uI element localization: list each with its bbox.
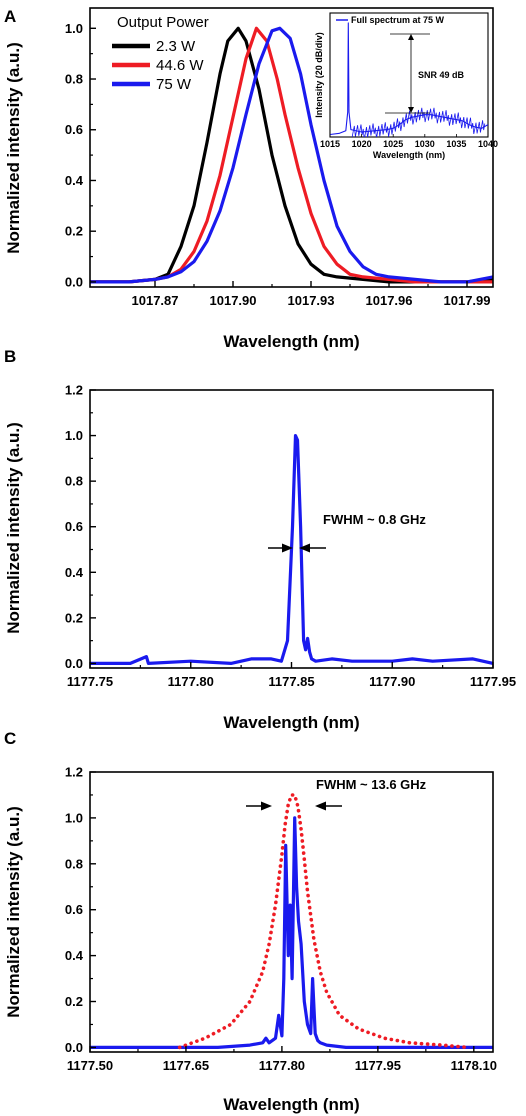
inset-x-tick-label: 1035 [446, 139, 466, 149]
panel-letter: A [4, 7, 16, 26]
x-axis-title: Wavelength (nm) [223, 332, 359, 351]
inset-legend-label: Full spectrum at 75 W [351, 15, 445, 25]
x-tick-label: 1017.99 [444, 293, 491, 308]
plot-frame [89, 7, 494, 288]
x-tick-label: 1177.75 [67, 674, 113, 689]
y-axis-title: Normalized intensity (a.u.) [4, 806, 23, 1018]
legend-label: 2.3 W [156, 38, 196, 55]
chart-panel-b: B 0.0 0.2 0.4 0.6 0.8 1.0 1.2 1177.75 1177.80 1177… [4, 347, 516, 732]
y-tick-label: 1.0 [65, 428, 83, 443]
fwhm-arrow-left-head [261, 801, 272, 811]
y-tick-label: 0.4 [65, 173, 84, 188]
y-tick-label: 0.6 [65, 122, 83, 137]
fwhm-arrow-left-head [282, 543, 293, 553]
inset-series-group [330, 22, 488, 137]
panel-letter: C [4, 729, 16, 748]
x-tick-label: 1017.90 [210, 293, 257, 308]
plot-frame [89, 771, 494, 1053]
y-tick-label: 0.2 [65, 994, 83, 1009]
legend-label: 44.6 W [156, 57, 204, 74]
y-tick-label: 1.0 [65, 810, 83, 825]
series-group [90, 434, 493, 666]
fwhm-arrow-right-head [299, 543, 310, 553]
y-axis-title: Normalized intensity (a.u.) [4, 42, 23, 254]
y-tick-label: 0.8 [65, 474, 83, 489]
y-tick-label: 0.8 [65, 72, 83, 87]
x-axis-title: Wavelength (nm) [223, 1095, 359, 1114]
legend: Output Power 2.3 W 44.6 W 75 W [112, 14, 209, 93]
x-tick-label: 1177.95 [355, 1058, 401, 1073]
y-tick-label: 0.4 [65, 948, 84, 963]
inset-x-tick-label: 1020 [352, 139, 372, 149]
y-tick-label: 0.8 [65, 856, 83, 871]
y-tick-label: 0.2 [65, 224, 83, 239]
chart-panel-a: A 0.0 0.2 0.4 0.6 0.8 1.0 1017.87 1017.90 1017.93… [4, 7, 498, 351]
x-tick-label: 1178.10 [451, 1058, 497, 1073]
series-line-1 [90, 434, 493, 666]
y-tick-label: 0.2 [65, 610, 83, 625]
x-axis-title: Wavelength (nm) [223, 713, 359, 732]
fwhm-label: FWHM ~ 0.8 GHz [323, 512, 426, 527]
inset-series-line [330, 22, 488, 136]
panel-letter: B [4, 347, 16, 366]
x-tick-label: 1177.80 [259, 1058, 305, 1073]
inset-x-tick-label: 1040 [478, 139, 498, 149]
fwhm-annotation: FWHM ~ 0.8 GHz [268, 512, 426, 553]
inset-snr-arrowhead-down [408, 107, 414, 113]
fwhm-label: FWHM ~ 13.6 GHz [316, 777, 427, 792]
series-line-44-6-w [90, 26, 493, 284]
inset-y-axis-title: Intensity (20 dB/div) [314, 32, 324, 118]
x-tick-label: 1177.80 [168, 674, 214, 689]
inset-snr-arrowhead-up [408, 34, 414, 40]
x-tick-label: 1177.85 [268, 674, 314, 689]
x-tick-label: 1177.50 [67, 1058, 113, 1073]
y-tick-label: 0.4 [65, 565, 84, 580]
series-group [90, 793, 493, 1050]
y-tick-label: 0.0 [65, 274, 83, 289]
inset-x-tick-label: 1030 [415, 139, 435, 149]
inset-x-axis-title: Wavelength (nm) [373, 150, 445, 160]
series-line-2-3-w [90, 26, 493, 284]
fwhm-arrow-right-head [315, 801, 326, 811]
y-axis-title: Normalized intensity (a.u.) [4, 422, 23, 634]
y-tick-label: 1.2 [65, 765, 83, 780]
series-line-1 [90, 816, 493, 1050]
inset-x-tick-label: 1015 [320, 139, 340, 149]
y-tick-label: 0.0 [65, 656, 83, 671]
x-tick-label: 1177.95 [470, 674, 516, 689]
y-tick-label: 0.6 [65, 902, 83, 917]
inset-x-tick-label: 1025 [383, 139, 403, 149]
inset-chart: Full spectrum at 75 W 1015 1020 1025 1030 103… [314, 12, 498, 160]
x-tick-label: 1017.87 [132, 293, 179, 308]
y-tick-label: 0.6 [65, 519, 83, 534]
x-tick-label: 1177.65 [163, 1058, 209, 1073]
x-tick-label: 1017.96 [366, 293, 413, 308]
inset-snr-label: SNR 49 dB [418, 70, 465, 80]
x-tick-label: 1017.93 [288, 293, 335, 308]
inset-noise-line [351, 107, 486, 137]
legend-label: 75 W [156, 76, 192, 93]
chart-panel-c: C 0.0 0.2 0.4 0.6 0.8 1.0 1.2 1177.50 1177.65 1177… [4, 729, 497, 1114]
series-line-75-w [90, 26, 493, 284]
y-tick-label: 1.2 [65, 383, 83, 398]
series-line-2 [177, 793, 470, 1050]
series-group [90, 26, 493, 284]
y-tick-label: 1.0 [65, 21, 83, 36]
x-tick-label: 1177.90 [369, 674, 415, 689]
legend-title: Output Power [117, 14, 209, 31]
y-tick-label: 0.0 [65, 1040, 83, 1055]
fwhm-annotation: FWHM ~ 13.6 GHz [246, 777, 427, 811]
